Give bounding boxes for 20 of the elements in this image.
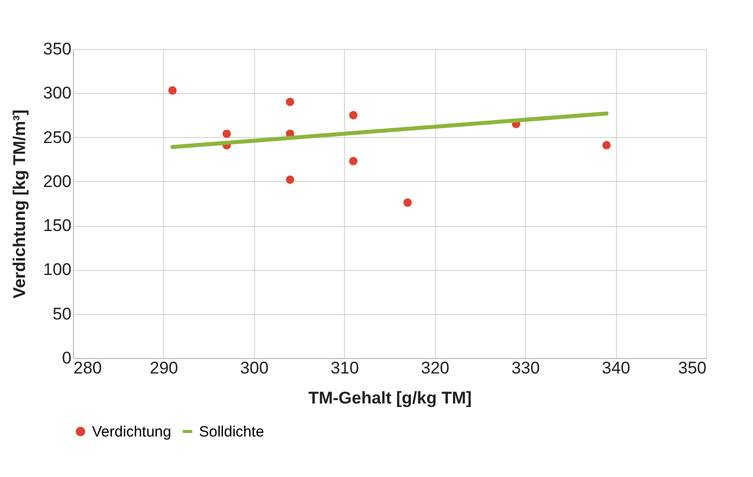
y-tick-label: 200	[43, 172, 72, 191]
x-tick-label: 340	[602, 358, 630, 378]
legend-label: Solldichte	[199, 424, 264, 440]
x-tick-label: 300	[240, 358, 269, 378]
x-tick-label: 350	[678, 358, 706, 378]
y-tick-label: 350	[43, 40, 72, 58]
x-tick-label: 290	[150, 358, 178, 378]
y-axis-title: Verdichtung [kg TM/m³]	[10, 110, 30, 298]
y-tick-label: 50	[52, 304, 72, 324]
y-tick-label: 300	[43, 84, 72, 103]
y-tick-label: 0	[62, 348, 72, 368]
y-tick-label: 100	[43, 260, 72, 280]
y-tick-label: 150	[43, 216, 72, 236]
x-tick-label: 320	[421, 358, 450, 378]
x-tick-label: 280	[74, 358, 102, 378]
x-tick-label: 310	[330, 358, 359, 378]
x-tick-label: 330	[511, 358, 540, 378]
legend-label: Verdichtung	[92, 424, 172, 440]
y-tick-label: 250	[43, 128, 72, 147]
x-axis-title: TM-Gehalt [g/kg TM]	[308, 388, 472, 408]
